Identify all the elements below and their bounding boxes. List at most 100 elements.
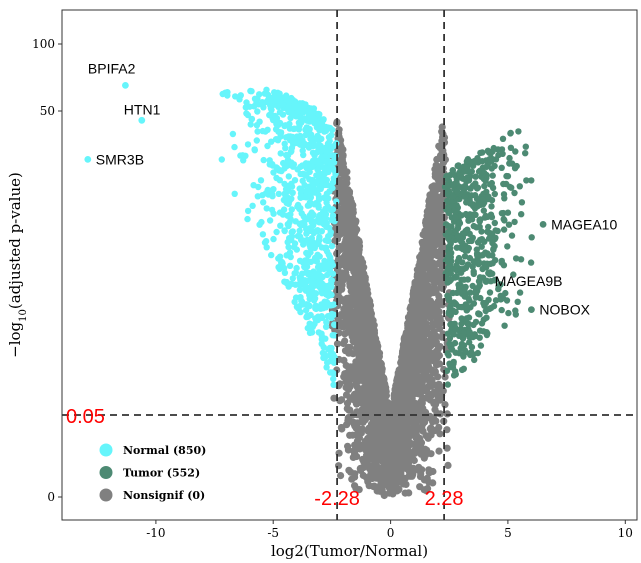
point-tumor [489,172,496,179]
point-normal [305,188,312,195]
point-nonsignif [335,462,343,470]
point-tumor [516,183,523,190]
point-nonsignif [359,284,367,292]
point-tumor [458,320,465,328]
point-tumor [507,129,514,137]
point-tumor [470,270,477,278]
point-normal [304,313,312,320]
point-tumor [498,210,506,217]
point-nonsignif [420,355,428,363]
point-normal [218,156,225,163]
point-normal [308,219,315,226]
point-normal [314,166,321,173]
point-tumor [516,289,524,296]
point-normal [260,156,267,164]
point-tumor [481,169,488,177]
point-normal [236,96,243,103]
point-nonsignif [429,418,437,426]
point-nonsignif [353,265,361,274]
point-normal [309,278,316,285]
point-tumor [466,328,473,336]
point-normal [301,181,308,189]
point-tumor [489,252,496,259]
point-normal [303,230,310,237]
point-tumor [446,223,454,230]
point-nonsignif [415,390,423,398]
point-tumor [458,303,465,311]
point-normal [309,116,316,123]
point-nonsignif [413,375,421,383]
point-tumor [500,226,508,233]
point-nonsignif [414,446,423,454]
point-nonsignif [398,385,406,394]
point-nonsignif [371,463,379,471]
point-normal [306,269,313,277]
point-nonsignif [361,358,369,366]
point-nonsignif [337,424,345,432]
point-nonsignif [341,208,350,216]
point-normal [328,242,336,250]
point-tumor [517,256,525,263]
point-nonsignif [394,441,402,450]
point-normal [283,199,291,206]
point-nonsignif [353,390,362,398]
point-tumor [446,340,453,347]
point-tumor [500,191,508,198]
point-tumor [476,278,483,285]
point-nonsignif [337,243,345,251]
point-tumor [475,258,482,266]
point-nonsignif [376,443,384,451]
point-normal [318,290,326,297]
point-nonsignif [437,282,445,290]
point-normal [289,189,296,196]
point-tumor [491,277,498,284]
point-normal [330,381,337,388]
point-normal [326,289,333,297]
point-normal [293,113,300,120]
point-nonsignif [368,351,376,359]
point-tumor [512,148,519,155]
point-tumor [465,217,472,224]
point-nonsignif [432,338,440,346]
point-normal [288,233,296,240]
point-nonsignif [342,391,351,399]
point-normal [287,133,294,140]
point-normal [311,157,319,165]
point-nonsignif [439,133,447,141]
point-normal [262,128,269,135]
point-tumor [492,297,500,304]
point-tumor [466,339,473,346]
point-tumor [464,156,472,163]
point-nonsignif [444,461,452,469]
point-normal [306,241,313,248]
point-normal [285,98,292,105]
point-nonsignif [425,330,434,338]
point-nonsignif [381,481,389,489]
point-nonsignif [401,414,409,422]
point-nonsignif [424,325,432,333]
point-tumor [445,297,453,304]
point-normal [260,199,267,206]
point-tumor [476,327,484,334]
point-tumor [461,347,469,354]
point-tumor [514,298,521,305]
point-nonsignif [428,376,436,384]
point-normal [328,132,335,139]
point-nonsignif [358,399,366,407]
point-normal [324,313,332,320]
point-normal [283,151,290,159]
point-normal [275,103,282,111]
point-nonsignif [376,456,384,464]
point-normal [317,217,325,225]
point-tumor [497,292,504,299]
point-tumor [513,162,520,170]
point-nonsignif [423,446,431,454]
point-normal [326,224,333,232]
point-tumor [460,342,467,349]
point-tumor [474,184,482,191]
point-nonsignif [433,348,441,357]
point-tumor [468,343,476,351]
point-nonsignif [407,309,415,317]
point-tumor [480,201,487,208]
point-normal [300,193,308,201]
